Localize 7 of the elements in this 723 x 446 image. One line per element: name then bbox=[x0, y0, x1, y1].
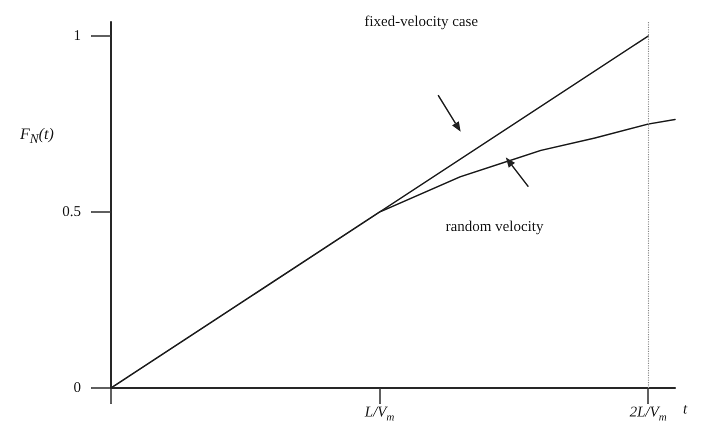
y-tick-label: 0.5 bbox=[62, 204, 81, 220]
annotation: fixed-velocity case bbox=[364, 14, 478, 30]
y-tick-label: 0 bbox=[74, 380, 81, 396]
y-axis-title: F$_{N}$(t) bbox=[20, 126, 54, 148]
x-axis-title: t bbox=[683, 402, 688, 418]
y-tick-label: 1 bbox=[74, 28, 81, 44]
annotation: random velocity bbox=[446, 218, 544, 235]
